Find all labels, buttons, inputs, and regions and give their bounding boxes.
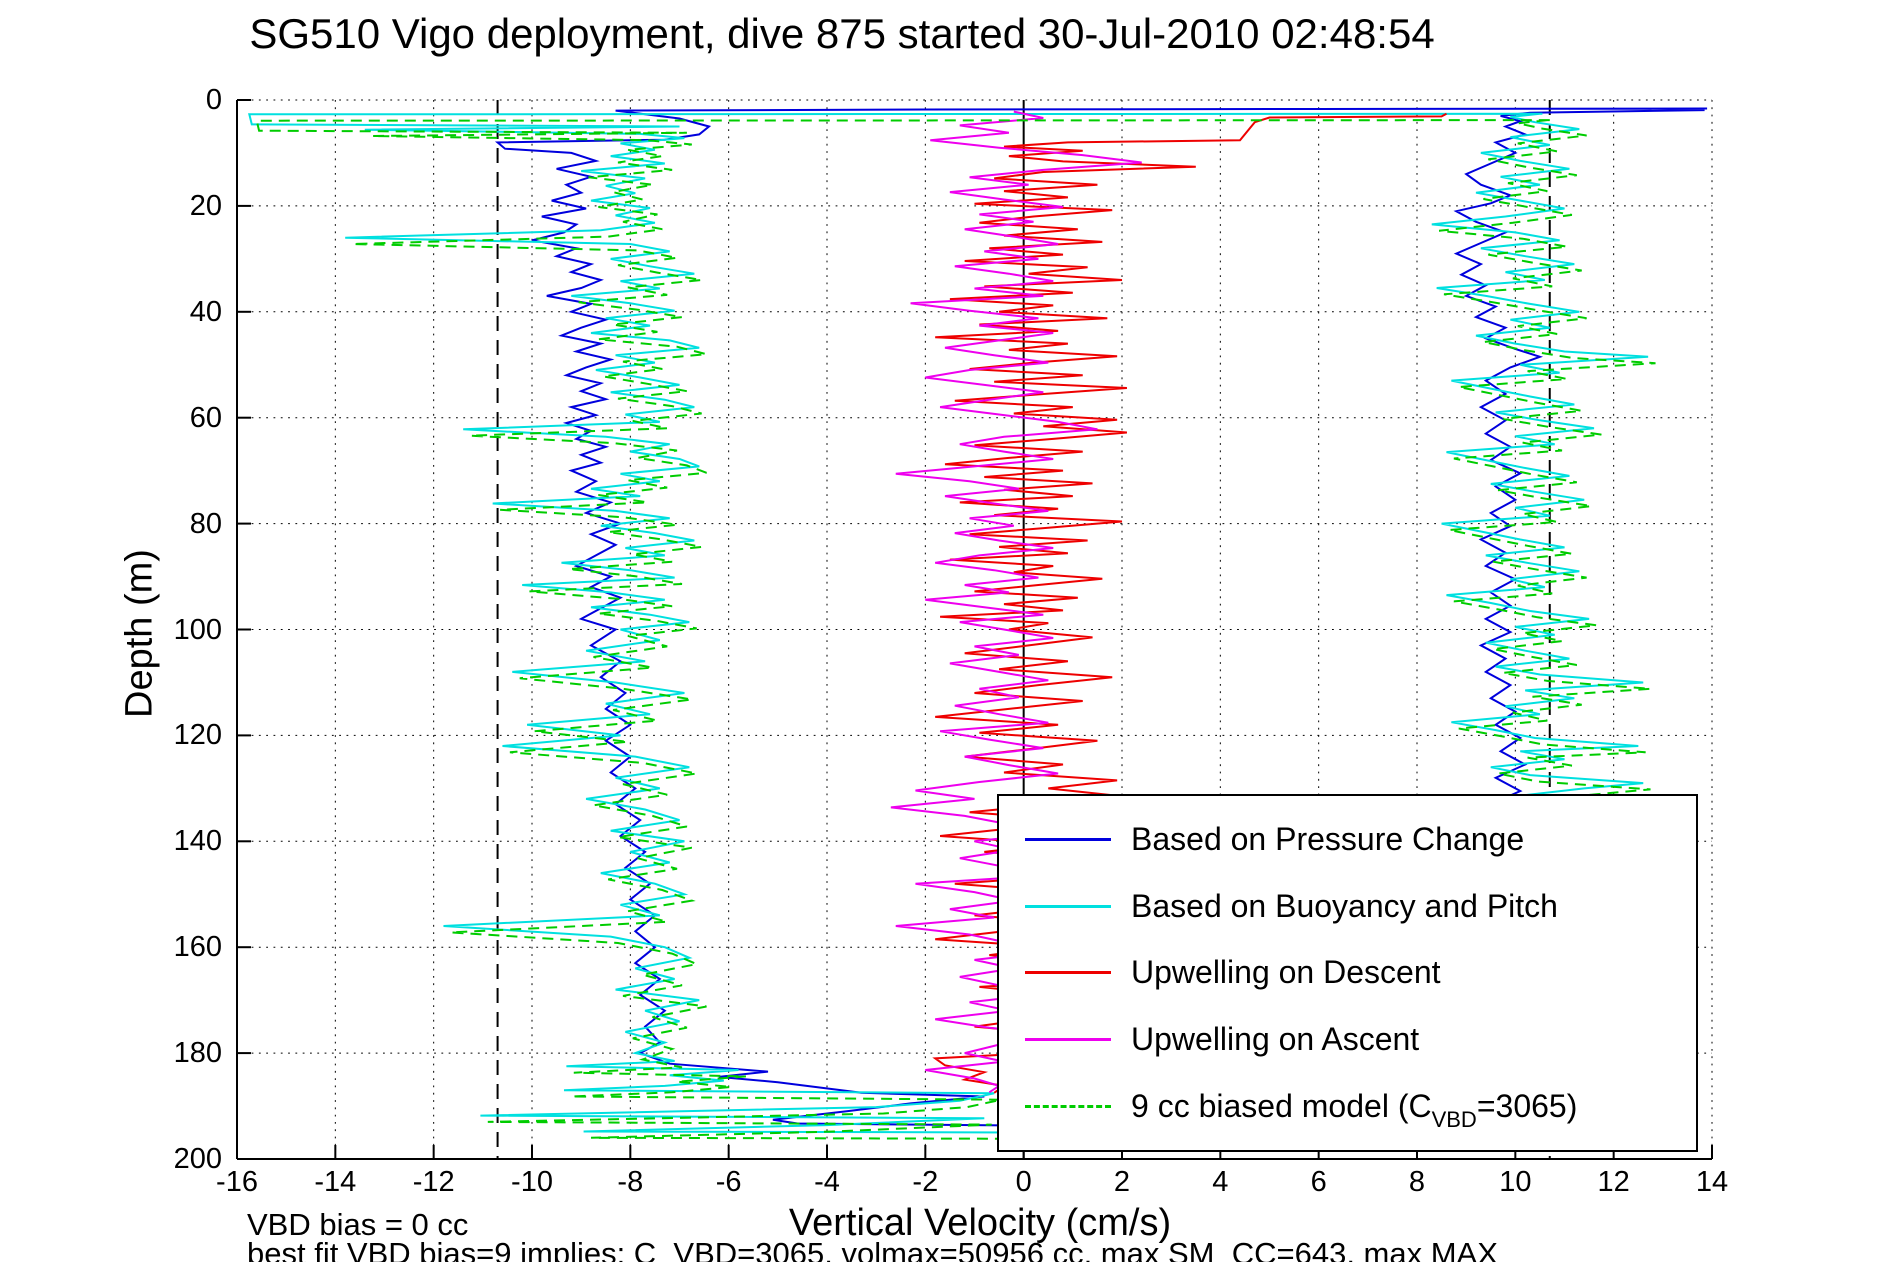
legend-entry: Upwelling on Ascent: [999, 1008, 1696, 1072]
y-tick-label: 200: [173, 1143, 222, 1175]
legend-line-sample: [1025, 837, 1111, 841]
y-tick-label: 60: [189, 401, 222, 434]
x-tick-label: -12: [412, 1166, 455, 1198]
legend-entry: 9 cc biased model (CVBD=3065): [999, 1075, 1696, 1139]
legend-line-sample: [1025, 1038, 1111, 1042]
x-tick-label: -2: [912, 1166, 939, 1198]
x-tick-label: -10: [511, 1166, 553, 1198]
legend-label: Upwelling on Ascent: [1131, 1021, 1420, 1058]
y-tick-label: 160: [173, 931, 222, 964]
y-tick-label: 40: [189, 295, 222, 328]
legend-label-subscript: VBD: [1431, 1107, 1477, 1133]
y-tick-label: 140: [173, 825, 222, 858]
x-tick-label: 14: [1695, 1166, 1729, 1198]
legend-label: Based on Pressure Change: [1131, 820, 1525, 857]
series-line-upwelling-on-ascent: [890, 110, 1142, 1094]
y-tick-label: 120: [173, 719, 222, 752]
legend-entry: Upwelling on Descent: [999, 941, 1696, 1005]
y-tick-label: 80: [189, 507, 222, 540]
y-tick-label: 0: [205, 84, 222, 116]
legend-line-sample: [1025, 904, 1111, 908]
x-axis-label: Vertical Velocity (cm/s): [788, 1202, 1172, 1244]
x-tick-label: -4: [814, 1166, 840, 1198]
x-tick-label: 6: [1310, 1166, 1327, 1198]
y-tick-label: 20: [189, 189, 222, 222]
x-tick-label: -16: [216, 1166, 258, 1198]
legend: Based on Pressure Change Based on Buoyanc…: [997, 794, 1698, 1152]
chart-title: SG510 Vigo deployment, dive 875 started …: [249, 10, 1435, 57]
x-tick-label: 8: [1408, 1166, 1426, 1198]
legend-entry: Based on Pressure Change: [999, 807, 1696, 871]
legend-label: Based on Buoyancy and Pitch: [1131, 887, 1558, 924]
legend-line-sample: [1025, 1105, 1111, 1109]
legend-entry: Based on Buoyancy and Pitch: [999, 874, 1696, 938]
x-tick-label: -6: [715, 1166, 742, 1198]
x-tick-label: 4: [1212, 1166, 1229, 1198]
x-tick-label: -8: [617, 1166, 644, 1198]
x-tick-label: 2: [1113, 1166, 1131, 1198]
series-line-based-on-pressure-change: [494, 107, 1708, 1128]
x-tick-label: 10: [1499, 1166, 1532, 1198]
legend-label: 9 cc biased model (CVBD=3065): [1131, 1088, 1578, 1133]
y-tick-label: 100: [173, 613, 222, 646]
x-tick-label: 12: [1597, 1166, 1630, 1198]
legend-line-sample: [1025, 971, 1111, 975]
best-fit-note: best fit VBD bias=9 implies: C_VBD=3065,…: [247, 1236, 1498, 1262]
x-tick-label: 0: [1015, 1166, 1032, 1198]
vbd-bias-note: VBD bias = 0 cc: [247, 1207, 469, 1242]
y-tick-label: 180: [173, 1037, 222, 1070]
x-tick-label: -14: [314, 1166, 357, 1198]
legend-label: Upwelling on Descent: [1131, 954, 1441, 991]
